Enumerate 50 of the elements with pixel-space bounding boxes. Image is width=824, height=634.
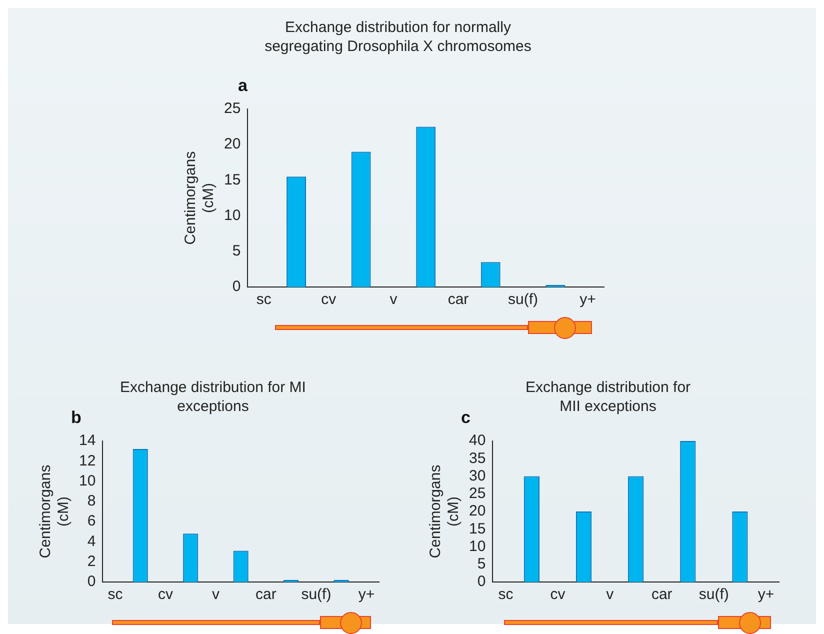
y-tick-label: 40 [468, 432, 486, 450]
y-tick-label: 8 [87, 492, 96, 510]
x-tick-label: v [212, 586, 220, 604]
y-tick-label: 35 [468, 450, 486, 467]
y-tick-label: 6 [87, 512, 96, 530]
x-tick-label: cv [321, 291, 337, 308]
y-tick-label: 20 [468, 502, 486, 520]
chart-title: Exchange distribution for MI exceptions [119, 378, 307, 416]
x-tick-label: cv [550, 586, 566, 604]
text: b [71, 408, 82, 428]
y-tick-label: 4 [87, 532, 96, 550]
x-tick-label: su(f) [301, 586, 332, 604]
y-tick-label: 0 [87, 573, 96, 590]
y-tick-label: 0 [232, 278, 241, 296]
y-tick-label: 25 [224, 100, 241, 118]
x-tick-label: v [390, 291, 398, 308]
y-tick-label: 14 [78, 432, 96, 450]
y-tick-label: 15 [468, 520, 486, 538]
y-tick-label: 2 [87, 553, 96, 570]
y-tick-label: 20 [224, 136, 241, 153]
y-tick-label: 5 [232, 242, 241, 260]
y-tick-label: 15 [224, 171, 241, 188]
y-tick-label: 12 [78, 452, 96, 470]
x-tick-label: y+ [580, 291, 596, 308]
y-tick-label: 30 [468, 467, 486, 484]
y-axis-title: Centimorgans (cM) [37, 464, 72, 558]
text: c [461, 408, 470, 428]
y-axis-title: Centimorgans (cM) [182, 151, 218, 245]
chart-title: Exchange distribution for MII exceptions [524, 378, 692, 416]
x-tick-label: car [651, 586, 672, 604]
x-tick-label: sc [498, 586, 514, 604]
y-tick-label: 0 [477, 573, 486, 590]
x-tick-label: su(f) [508, 291, 538, 308]
x-tick-label: car [448, 291, 469, 308]
x-tick-label: cv [158, 586, 174, 604]
y-tick-label: 25 [468, 485, 486, 502]
y-tick-label: 10 [78, 472, 96, 490]
y-tick-label: 5 [477, 556, 486, 573]
x-tick-label: sc [108, 586, 124, 604]
x-tick-label: car [256, 586, 276, 604]
y-axis-title: Centimorgans (cM) [427, 464, 462, 558]
y-tick-label: 10 [468, 538, 486, 555]
chart-title: Exchange distribution for normally segregating Drosophila X chromosomes [264, 18, 532, 56]
x-tick-label: sc [256, 291, 272, 308]
y-tick-label: 10 [224, 206, 241, 224]
x-tick-label: su(f) [698, 586, 729, 604]
x-tick-label: y+ [758, 586, 774, 604]
x-tick-label: y+ [358, 586, 375, 604]
text: a [238, 76, 248, 96]
x-tick-label: v [606, 586, 614, 604]
